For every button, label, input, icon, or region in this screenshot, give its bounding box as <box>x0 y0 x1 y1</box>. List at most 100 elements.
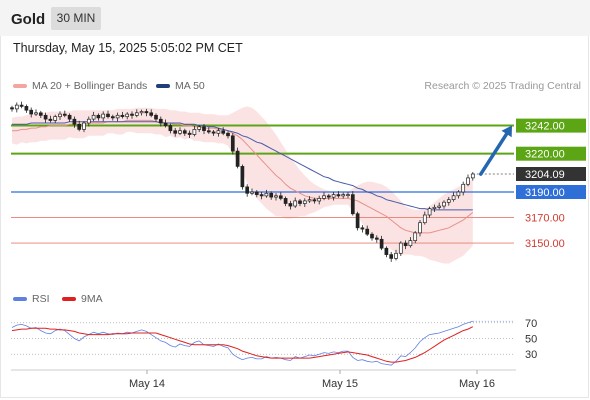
candle-body <box>254 191 259 195</box>
candle-body <box>197 126 202 130</box>
x-tick-label: May 16 <box>459 378 495 390</box>
candle-body <box>19 104 24 107</box>
candle-body <box>226 132 230 137</box>
ma50-legend-swatch <box>156 84 170 88</box>
candle-body <box>336 194 341 197</box>
candle-body <box>182 130 187 134</box>
candle-body <box>82 122 86 130</box>
candle-body <box>34 112 38 115</box>
candle-body <box>14 104 19 110</box>
candle-body <box>446 199 451 203</box>
candle-body <box>403 242 408 247</box>
level-label-box <box>516 185 586 199</box>
candle-body <box>110 116 115 119</box>
candle-body <box>144 111 149 114</box>
level-label-box <box>516 167 586 181</box>
candle-body <box>58 113 62 118</box>
rsi-ma-legend-label: 9MA <box>81 293 103 305</box>
candle-body <box>307 199 312 202</box>
level-label-box <box>516 118 586 133</box>
candle-body <box>163 122 168 126</box>
level-label-text: 3220.00 <box>525 149 565 161</box>
candle-body <box>288 203 293 207</box>
candle-body <box>264 192 269 197</box>
candle-body <box>379 238 384 249</box>
candle-body <box>38 112 43 116</box>
candle-body <box>91 114 96 120</box>
rsi-tick-label: 30 <box>525 349 537 361</box>
candle-body <box>394 252 398 259</box>
level-label-3220.00: 3220.00 <box>516 146 586 161</box>
candle-body <box>101 113 106 119</box>
candle-body <box>120 114 125 117</box>
candle-body <box>158 118 163 124</box>
candle-body <box>456 191 461 197</box>
candle-body <box>10 107 14 110</box>
candle-body <box>322 195 326 199</box>
rsi-legend-label: RSI <box>32 293 50 305</box>
ma20-legend-swatch <box>13 84 27 88</box>
candle-body <box>470 173 475 179</box>
candle-body <box>437 205 442 208</box>
candle-body <box>427 208 432 216</box>
symbol-title: Gold <box>11 11 46 28</box>
level-label-text: 3150.00 <box>525 238 565 250</box>
candle-body <box>24 106 29 111</box>
candle-body <box>178 130 182 134</box>
candle-body <box>67 114 72 120</box>
candle-body <box>86 118 91 124</box>
candle-body <box>360 227 365 230</box>
candle-body <box>106 113 110 118</box>
rsi-line <box>11 320 473 366</box>
candle-body <box>413 232 418 241</box>
candle-body <box>221 130 226 134</box>
candle-body <box>312 199 317 202</box>
candle-body <box>134 112 139 116</box>
candle-body <box>269 192 274 198</box>
candle-body <box>139 111 144 114</box>
candle-body <box>240 166 245 188</box>
candle-body <box>461 183 466 193</box>
rsi-tick-label: 50 <box>525 334 537 346</box>
candle-body <box>442 201 446 207</box>
candle-body <box>370 233 374 239</box>
level-label-3204.09: 3204.09 <box>516 167 586 181</box>
candle-body <box>173 130 178 134</box>
candle-body <box>235 150 240 167</box>
candle-body <box>259 194 264 197</box>
candle-body <box>250 191 254 194</box>
level-label-3242.00: 3242.00 <box>516 118 586 133</box>
candle-body <box>384 247 389 255</box>
candle-body <box>302 200 307 204</box>
rsi-ma-line <box>11 326 474 363</box>
candle-body <box>48 118 53 121</box>
candle-body <box>293 200 298 207</box>
candles-group <box>10 101 475 262</box>
research-credit: Research © 2025 Trading Central <box>424 80 581 92</box>
candle-body <box>96 114 101 119</box>
candle-body <box>206 130 211 133</box>
candle-body <box>230 135 235 152</box>
candle-body <box>77 123 82 130</box>
candle-body <box>192 129 197 135</box>
level-label-3190.00: 3190.00 <box>516 185 586 199</box>
candle-body <box>283 198 288 204</box>
candle-body <box>43 114 48 120</box>
candle-body <box>216 130 221 134</box>
candle-body <box>317 198 322 202</box>
x-tick-label: May 15 <box>322 378 358 390</box>
bollinger-band <box>12 106 473 264</box>
candle-body <box>149 112 154 116</box>
interval-button[interactable]: 30 MIN <box>51 7 101 30</box>
level-label-text: 3190.00 <box>525 187 565 199</box>
candle-body <box>168 125 173 132</box>
rsi-tick-label: 70 <box>525 318 537 330</box>
ma50-legend-label: MA 50 <box>175 80 205 92</box>
candle-body <box>451 195 456 200</box>
candle-body <box>355 213 360 229</box>
candle-body <box>130 113 134 116</box>
candle-body <box>365 228 370 235</box>
candle-body <box>298 200 302 204</box>
candle-body <box>187 132 192 135</box>
